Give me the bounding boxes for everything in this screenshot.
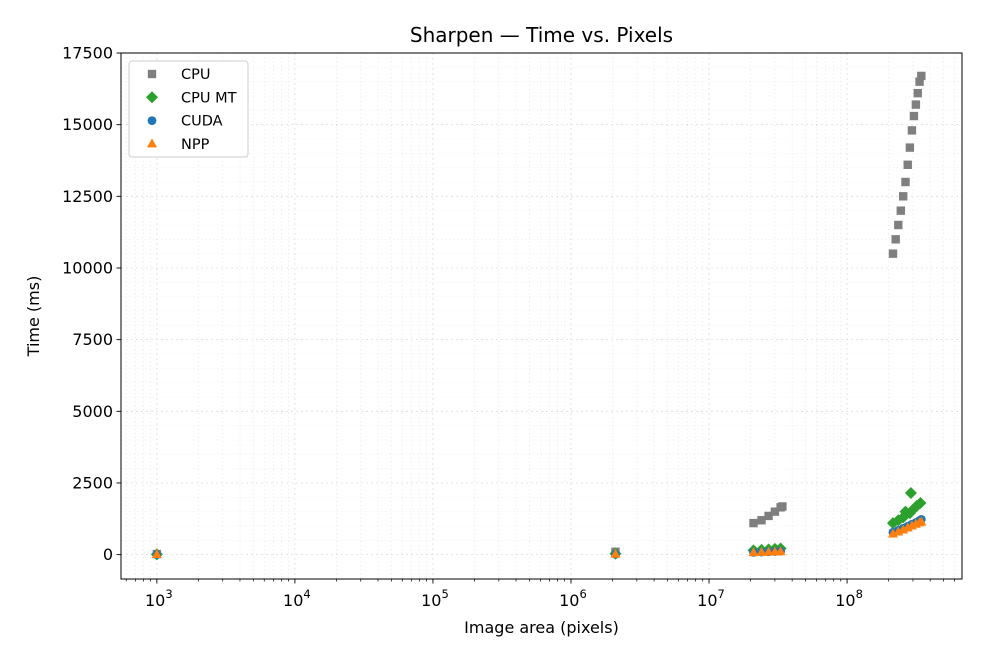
point-cpu — [757, 516, 766, 525]
point-cpu-mt — [904, 487, 917, 500]
legend-label-npp: NPP — [181, 137, 210, 153]
chart-title: Sharpen — Time vs. Pixels — [410, 23, 673, 47]
x-tick-label: 106 — [559, 587, 587, 610]
point-cpu — [891, 235, 900, 244]
point-cpu — [905, 143, 915, 152]
point-cpu — [901, 177, 910, 187]
x-tick-label: 104 — [283, 587, 311, 610]
point-npp — [775, 546, 786, 556]
point-cpu — [909, 111, 919, 121]
x-tick-label: 108 — [835, 587, 863, 610]
point-cpu — [888, 249, 898, 258]
point-npp — [610, 548, 621, 558]
legend-label-cuda: CUDA — [181, 114, 223, 130]
point-cpu — [778, 502, 787, 511]
x-axis-label: Image area (pixels) — [464, 618, 619, 637]
grid — [121, 52, 962, 579]
legend: CPU CPU MT CUDA NPP — [128, 60, 249, 158]
point-cpu — [894, 220, 903, 230]
point-npp — [748, 547, 759, 557]
legend-box — [128, 60, 249, 158]
point-cpu-mt — [897, 511, 910, 524]
point-cpu-mt — [903, 507, 916, 520]
legend-marker-npp — [147, 138, 157, 148]
point-cpu — [907, 126, 917, 135]
y-tick-label: 17500 — [62, 44, 113, 63]
plot-area-frame — [120, 52, 963, 580]
point-cpu — [764, 511, 773, 521]
x-tick-label: 103 — [145, 587, 173, 610]
point-npp — [756, 546, 767, 556]
y-tick-label: 0 — [103, 545, 113, 564]
point-cpu — [770, 507, 780, 516]
point-cpu — [749, 518, 758, 528]
x-tick-label: 107 — [697, 587, 725, 610]
y-tick-label: 2500 — [72, 473, 113, 492]
y-tick-label: 12500 — [62, 187, 113, 206]
axis-ticks: 103 104 105 106 107 108 0 2500 5000 7500 10000 1250… — [62, 44, 955, 610]
point-cpu — [913, 88, 922, 98]
legend-marker-cpu-mt — [146, 91, 158, 104]
legend-marker-cuda — [147, 116, 157, 125]
point-cpu — [917, 71, 926, 81]
point-cpu — [915, 77, 924, 86]
y-axis-label: Time (ms) — [24, 276, 43, 358]
point-cpu — [911, 100, 921, 109]
x-tick-label: 105 — [421, 587, 449, 610]
point-cpu — [896, 206, 905, 215]
legend-label-cpu-mt: CPU MT — [181, 90, 237, 106]
y-tick-label: 15000 — [62, 115, 113, 134]
point-cpu — [898, 192, 908, 201]
point-npp — [151, 548, 162, 558]
y-tick-label: 5000 — [72, 402, 113, 421]
y-tick-label: 10000 — [62, 258, 113, 277]
y-tick-label: 7500 — [72, 330, 113, 349]
legend-marker-cpu — [147, 69, 157, 79]
legend-label-cpu: CPU — [181, 67, 210, 83]
point-cpu-mt — [914, 497, 927, 510]
point-npp — [916, 516, 927, 526]
data-marks — [150, 71, 927, 561]
point-cpu — [903, 160, 912, 169]
